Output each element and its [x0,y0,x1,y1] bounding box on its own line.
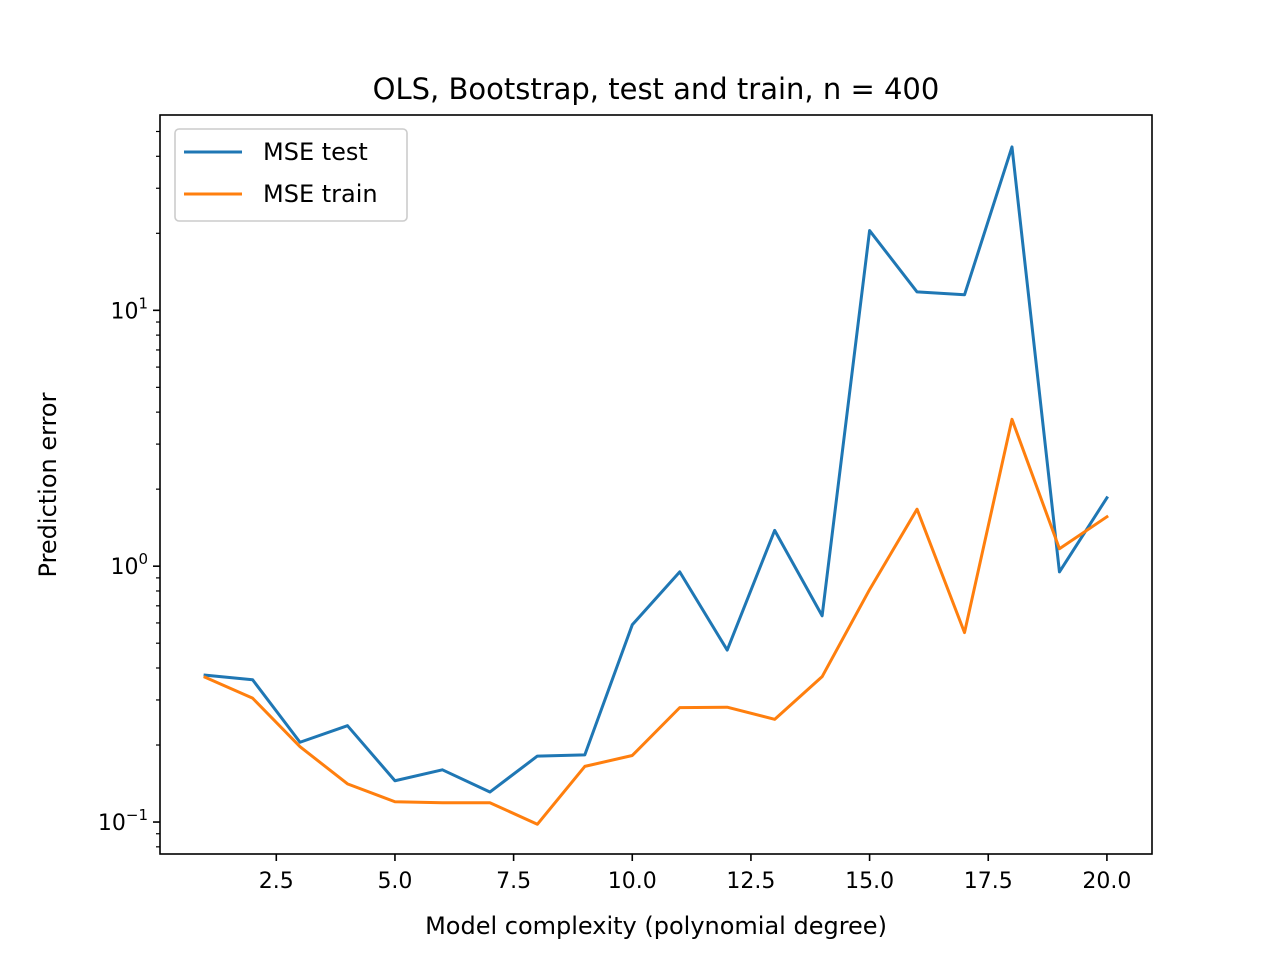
x-tick-label: 15.0 [845,869,894,894]
y-tick-label: 101 [110,294,148,324]
x-tick-label: 17.5 [964,869,1013,894]
y-axis-label: Prediction error [34,392,62,577]
series-line-mse-test [203,145,1109,794]
x-axis-label: Model complexity (polynomial degree) [425,912,887,940]
x-tick-label: 7.5 [496,869,531,894]
legend-label-mse-test: MSE test [263,138,368,166]
series-line-mse-train [203,417,1109,826]
x-tick-label: 10.0 [608,869,657,894]
x-tick-label: 20.0 [1082,869,1131,894]
x-tick-label: 5.0 [377,869,412,894]
plot-area [159,114,1153,855]
x-tick-label: 2.5 [259,869,294,894]
y-axis: 10−1 100 101 [98,130,160,848]
x-tick-label: 12.5 [726,869,775,894]
y-tick-label: 10−1 [98,806,148,836]
chart-title: OLS, Bootstrap, test and train, n = 400 [373,72,940,106]
axes-frame [159,114,1153,855]
y-tick-label: 100 [110,550,148,580]
legend: MSE test MSE train [174,128,408,222]
legend-label-mse-train: MSE train [263,180,378,208]
x-axis: 2.5 5.0 7.5 10.0 12.5 15.0 17.5 20.0 [259,854,1131,894]
